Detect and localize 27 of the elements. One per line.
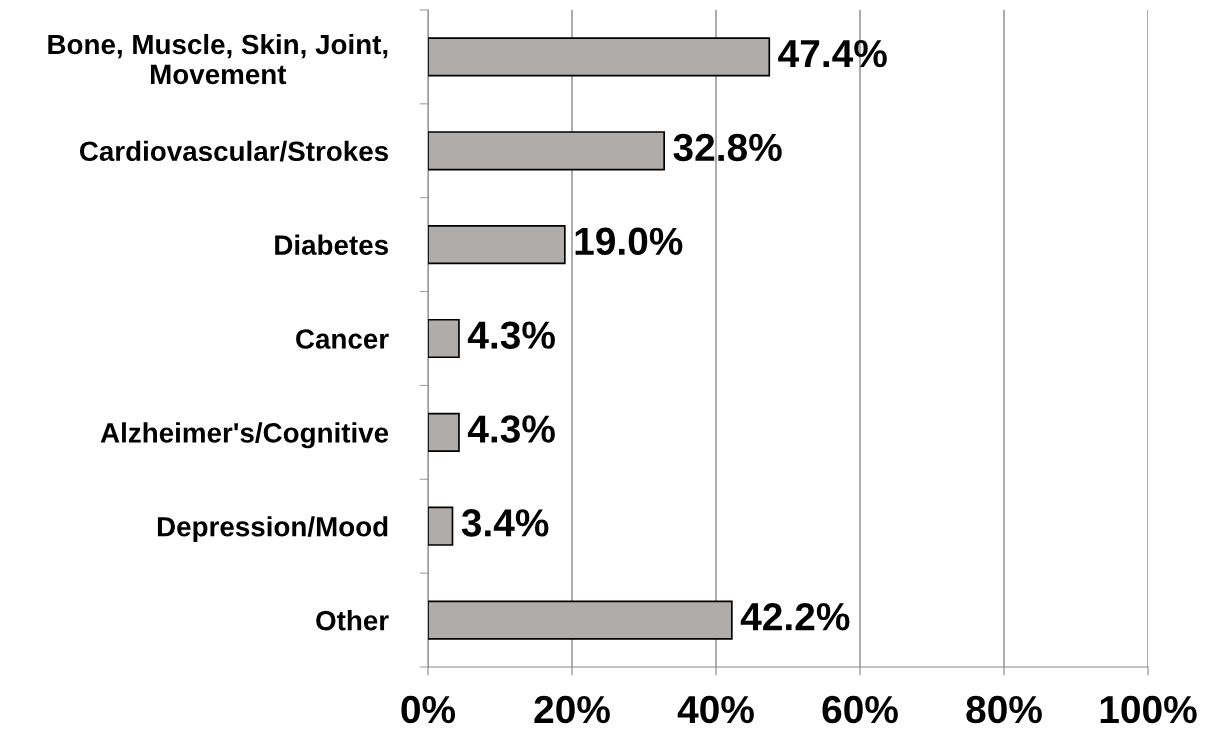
data-label: 42.2%	[740, 602, 850, 631]
x-tick-label: 40%	[677, 695, 754, 724]
y-tick-label: Alzheimer's/Cognitive	[100, 422, 389, 449]
x-tick-label: 20%	[534, 695, 610, 724]
y-tick-label: Cancer	[296, 329, 389, 349]
bar	[428, 131, 665, 171]
data-label: 4.3%	[467, 415, 555, 443]
data-label: 32.8%	[673, 133, 782, 162]
bar	[428, 506, 454, 546]
bar	[428, 225, 566, 265]
y-tick-label: Diabetes	[275, 234, 388, 255]
y-tick-label: Cardiovascular/Strokes	[79, 140, 388, 162]
data-label: 47.4%	[778, 39, 887, 68]
data-label: 19.0%	[575, 227, 683, 256]
data-label: 3.4%	[461, 509, 549, 537]
y-tick-label: Bone, Muscle, Skin, Joint, Movement	[48, 33, 388, 85]
x-tick-label: 80%	[966, 695, 1042, 724]
bar	[428, 318, 460, 359]
bar	[428, 37, 771, 77]
x-tick-label: 100%	[1100, 695, 1197, 724]
y-tick-label: Depression/Mood	[157, 516, 388, 543]
bar	[428, 412, 460, 452]
data-label: 4.3%	[467, 321, 555, 349]
x-tick-label: 0%	[401, 695, 456, 724]
x-tick-label: 60%	[822, 695, 898, 724]
y-tick-label: Other	[316, 610, 389, 631]
bar	[428, 600, 733, 640]
